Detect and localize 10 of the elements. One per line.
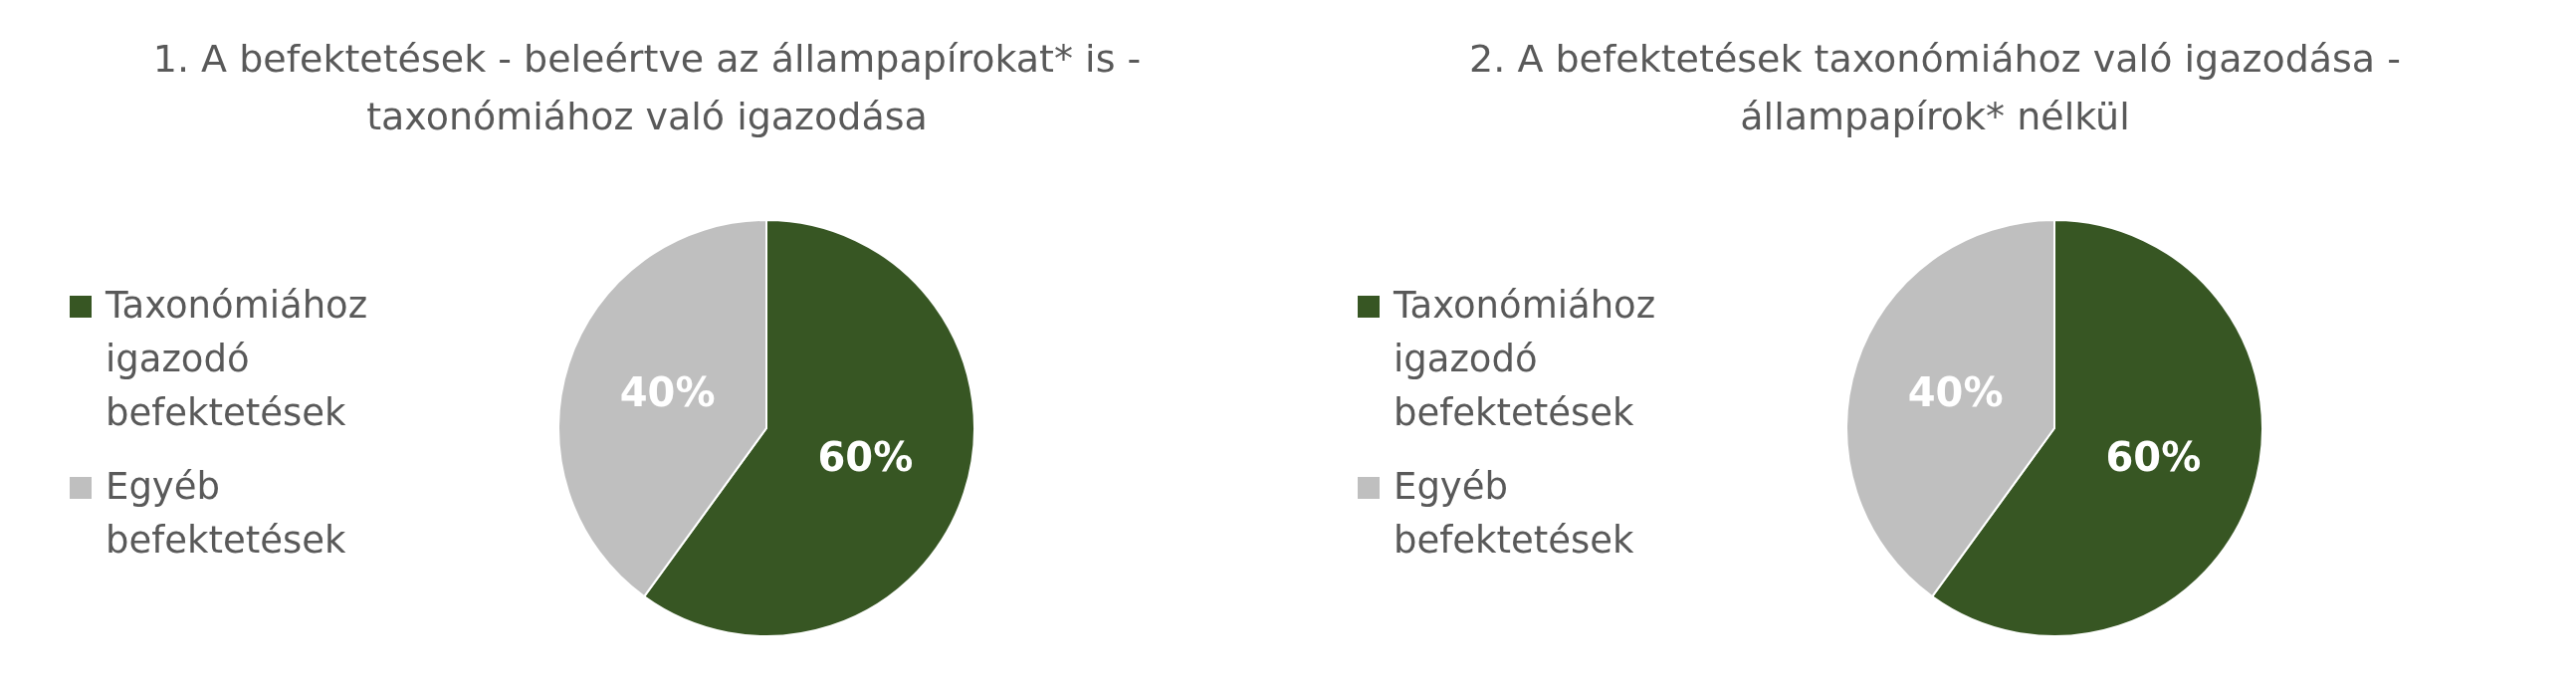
chart-title: 1. A befektetések - beleértve az állampapírokat* is - taxonómiához való igazodása (151, 36, 1143, 140)
data-label: 40% (1907, 369, 2004, 416)
legend-label: Taxonómiához igazodó befektetések (1394, 283, 1657, 436)
data-label: 60% (817, 433, 914, 480)
legend-label: Taxonómiához igazodó befektetések (106, 283, 369, 436)
data-label: 60% (2105, 433, 2202, 480)
legend-label: Egyéb befektetések (1394, 464, 1635, 564)
chart-title: 2. A befektetések taxonómiához való igazodása - állampapírok* nélkül (1468, 36, 2402, 140)
data-label: 40% (619, 369, 716, 416)
legend-label: Egyéb befektetések (106, 464, 347, 564)
